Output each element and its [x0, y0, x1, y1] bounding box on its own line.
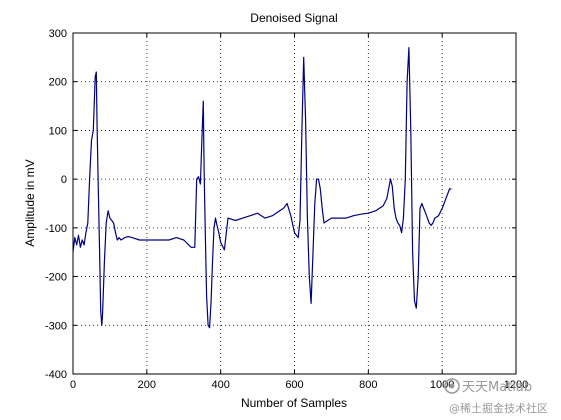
watermark-line1: 天天Matlab — [462, 380, 532, 395]
y-axis-label: Amplitude in mV — [23, 159, 37, 246]
x-tick-label: 1200 — [504, 379, 528, 391]
y-tick-label: -100 — [45, 223, 67, 235]
x-tick-label: 600 — [285, 379, 303, 391]
watermark-logo-icon — [444, 378, 460, 394]
y-tick-label: 200 — [49, 77, 67, 89]
x-tick-label: 0 — [70, 379, 76, 391]
x-tick-label: 200 — [138, 379, 156, 391]
x-axis-label: Number of Samples — [241, 396, 347, 410]
series-line-denoised-signal — [72, 47, 452, 329]
y-tick-label: 0 — [61, 174, 67, 186]
watermark: 天天Matlab @稀土掘金技术社区 — [444, 378, 548, 415]
chart-title: Denoised Signal — [250, 11, 337, 25]
y-tick-label: -300 — [45, 320, 67, 332]
tick-labels: 0 200 400 600 800 1000 1200 -400 -300 -200 -100 0 10… — [45, 28, 528, 391]
grid — [73, 33, 516, 374]
x-tick-label: 400 — [211, 379, 229, 391]
y-tick-label: 100 — [49, 125, 67, 137]
plot-area — [72, 32, 517, 375]
x-tick-label: 800 — [359, 379, 377, 391]
watermark-line2: @稀土掘金技术社区 — [449, 401, 548, 415]
y-tick-label: -400 — [45, 369, 67, 381]
x-tick-label: 1000 — [430, 379, 454, 391]
y-tick-label: -200 — [45, 272, 67, 284]
axis-ticks — [72, 32, 517, 375]
y-tick-label: 300 — [49, 28, 67, 40]
